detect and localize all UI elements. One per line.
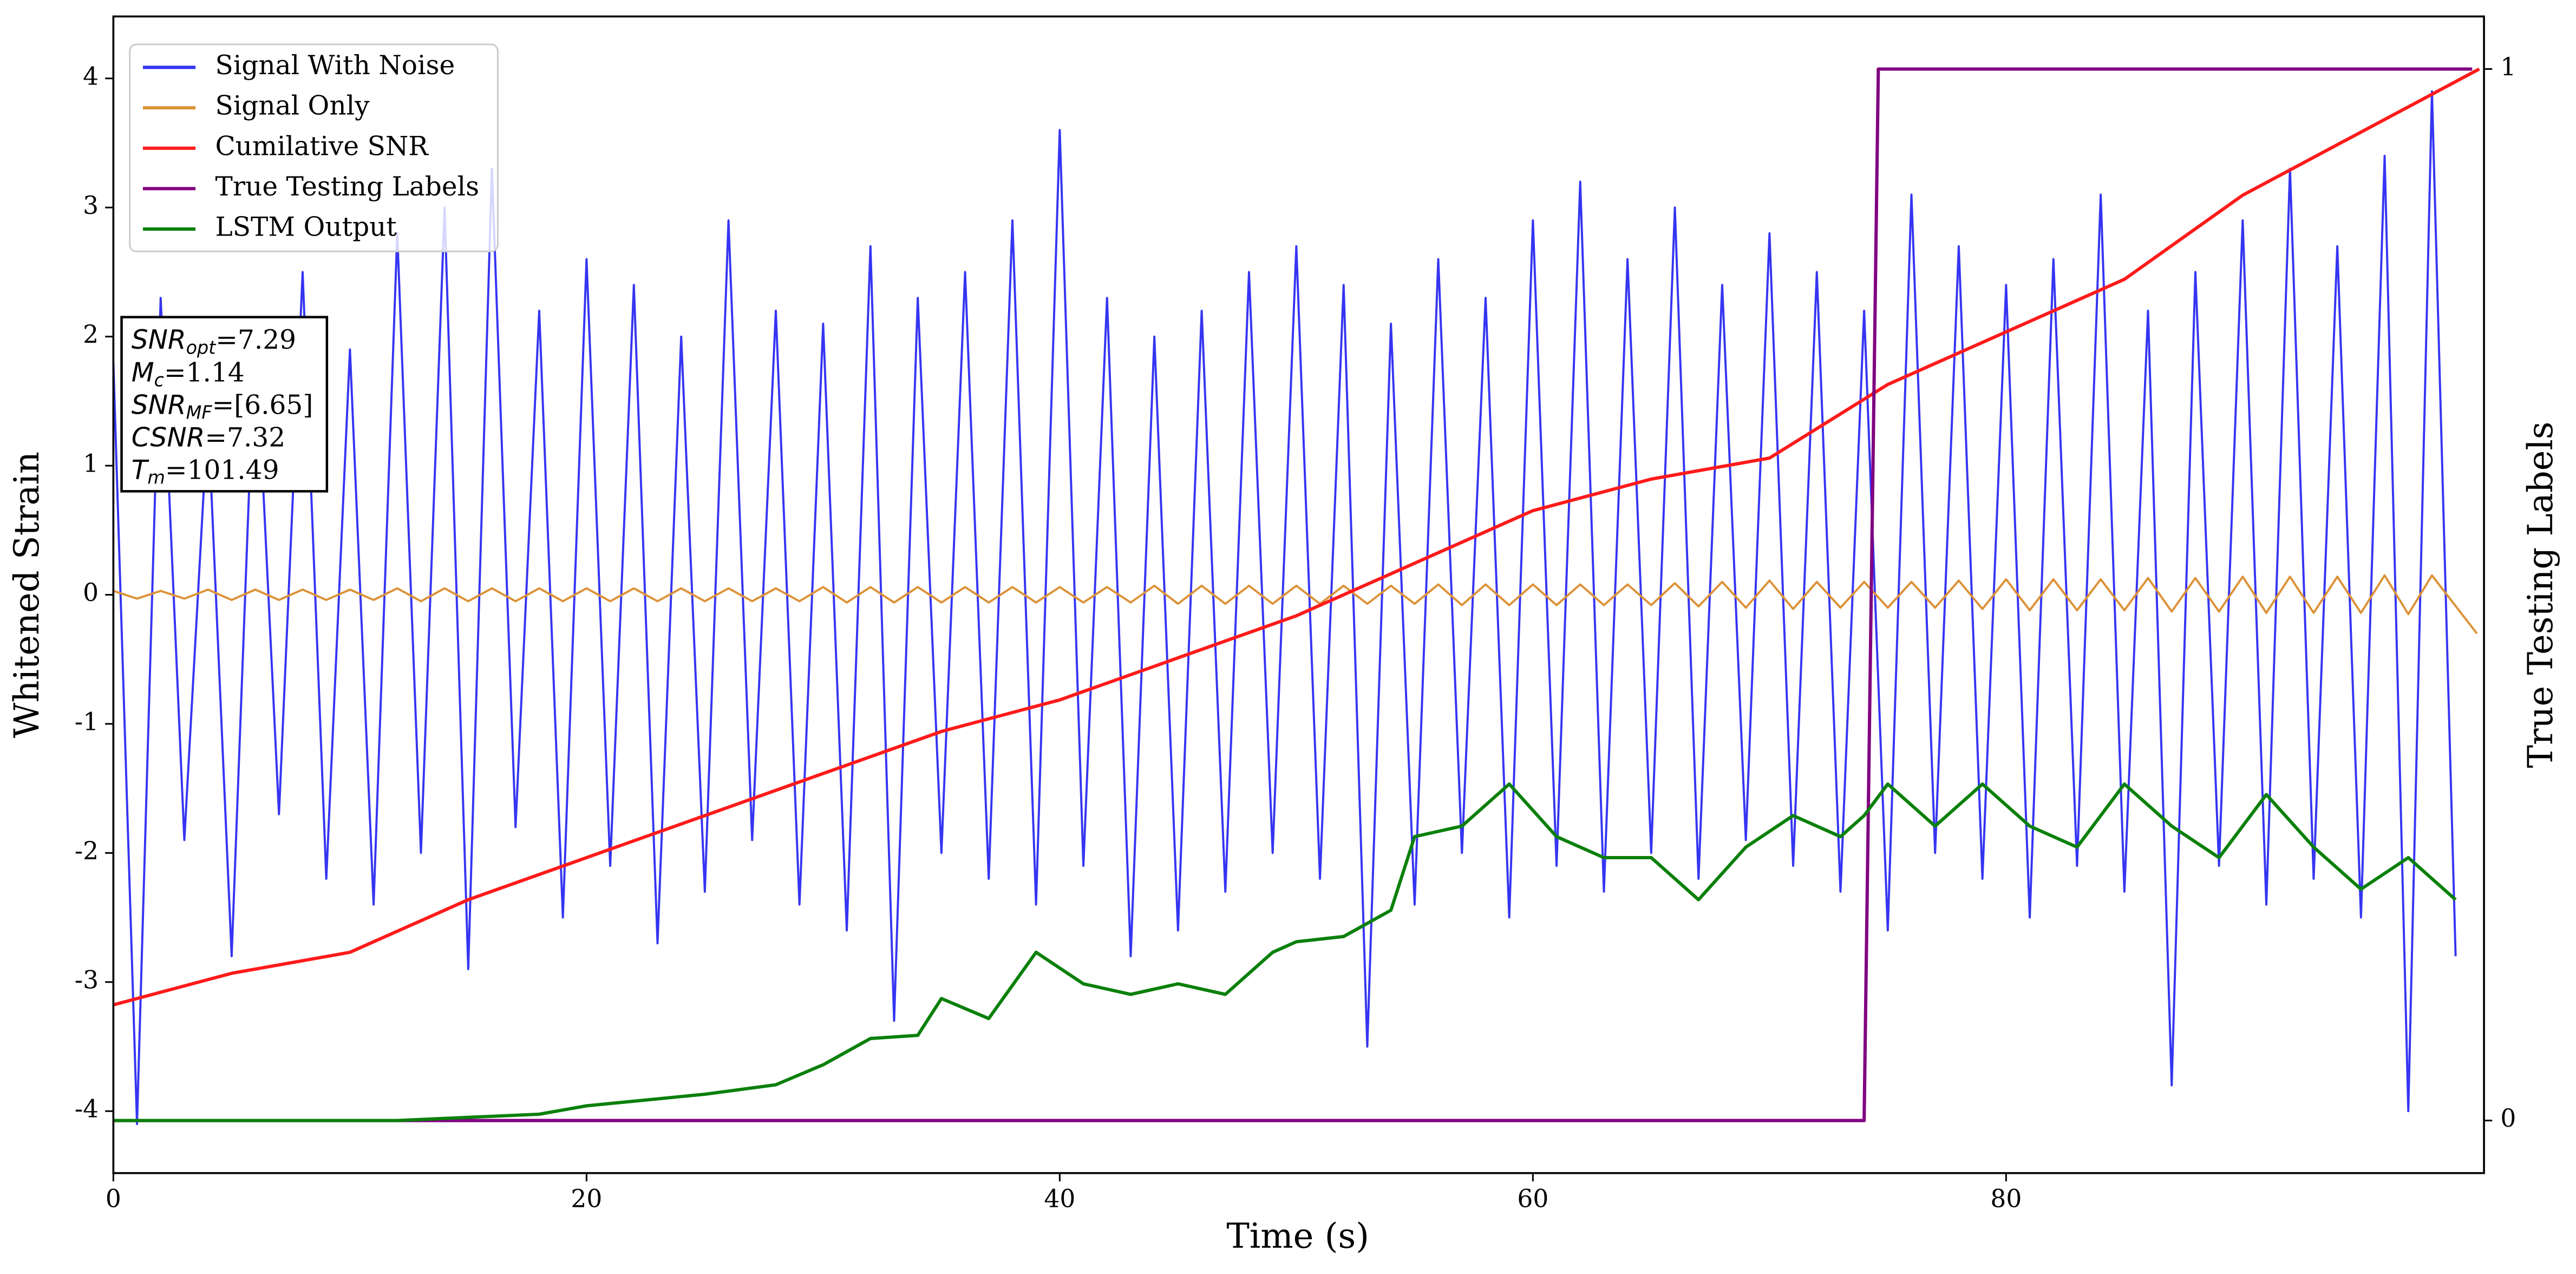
y-tick-label: 0 (83, 578, 99, 607)
annotation-value: =101.49 (165, 455, 279, 485)
annotation-subscript: MF (186, 402, 213, 423)
annotation-line: Mc=1.14 (132, 357, 245, 390)
annotation-line: Tm=101.49 (132, 455, 279, 488)
series-line (113, 90, 2457, 1126)
y-tick-label: -3 (75, 965, 99, 994)
series-line (113, 67, 2473, 1122)
annotation-symbol: SNR (132, 390, 186, 420)
annotation-subscript: opt (186, 337, 217, 358)
annotation-value: =7.29 (215, 325, 296, 355)
series-line (113, 782, 2457, 1122)
plot-area (113, 67, 2480, 1126)
annotation-symbol: T (132, 455, 149, 486)
y-tick-label: -1 (75, 707, 99, 736)
annotation-value: =1.14 (164, 357, 245, 388)
y-tick-label: -4 (75, 1095, 99, 1123)
annotation-value: =[6.65] (212, 390, 313, 420)
x-tick-label: 60 (1517, 1185, 1548, 1213)
y-tick-label: 1 (83, 449, 99, 478)
series-line (113, 67, 2480, 1007)
x-tick-label: 80 (1990, 1185, 2022, 1213)
annotation-line: SNRMF=[6.65] (132, 390, 313, 423)
annotation-symbol: SNR (132, 325, 186, 355)
annotation-box (120, 316, 329, 493)
annotation-subscript: c (154, 369, 164, 390)
y2-axis-label: True Testing Labels (2521, 422, 2561, 768)
y-tick-label: 4 (83, 62, 99, 90)
legend-label: Cumilative SNR (215, 131, 429, 161)
y-tick-label: 3 (83, 191, 99, 220)
annotation-symbol: CSNR (132, 422, 205, 453)
annotation-symbol: M (132, 357, 154, 388)
y-tick-label: 2 (83, 320, 99, 349)
legend-label: Signal Only (215, 91, 370, 121)
annotation-line: CSNR=7.32 (132, 422, 285, 453)
legend-box (129, 43, 499, 252)
x-tick-label: 0 (106, 1185, 121, 1213)
series-line (113, 574, 2478, 635)
x-tick-label: 40 (1044, 1185, 1075, 1213)
annotation: SNRopt=7.29Mc=1.14SNRMF=[6.65]CSNR=7.32T… (120, 316, 329, 493)
x-tick-label: 20 (571, 1185, 602, 1213)
annotation-line: SNRopt=7.29 (132, 325, 296, 358)
x-axis-label: Time (s) (1226, 1217, 1369, 1257)
legend: Signal With Noise Signal Only Cumilative S… (129, 43, 499, 252)
y-tick-label: -2 (75, 837, 99, 865)
legend-label: Signal With Noise (215, 50, 455, 81)
y2-tick-label: 0 (2500, 1104, 2516, 1133)
legend-label: True Testing Labels (215, 172, 480, 202)
y2-tick-label: 1 (2500, 53, 2516, 81)
y-axis-label: Whitened Strain (7, 452, 47, 738)
legend-label: LSTM Output (215, 212, 397, 243)
annotation-value: =7.32 (205, 422, 285, 453)
annotation-subscript: m (147, 467, 165, 488)
